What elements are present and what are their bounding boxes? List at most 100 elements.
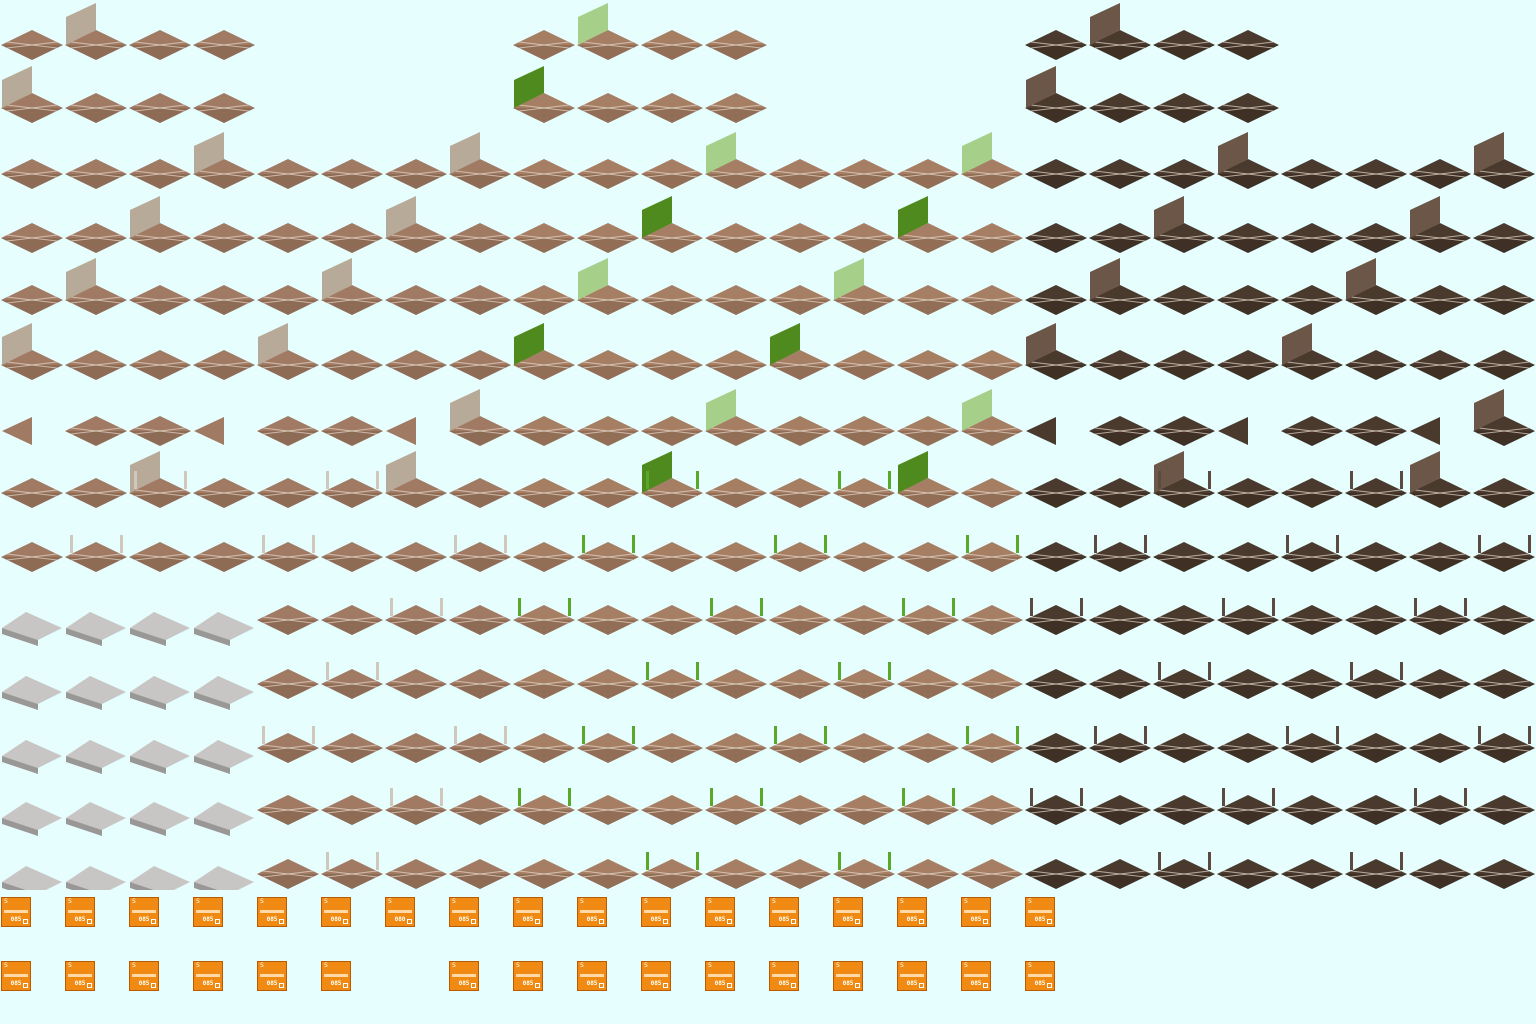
track-icon-button[interactable]: S 085 xyxy=(897,961,927,991)
track-icon-button[interactable]: S 085 xyxy=(961,897,991,927)
track-tile xyxy=(1153,733,1215,763)
track-icon-button[interactable]: S 080 xyxy=(385,897,415,927)
icon-corner-glyph xyxy=(215,919,220,924)
track-tile xyxy=(257,726,319,763)
track-tile xyxy=(2,676,62,710)
track-tile xyxy=(1025,788,1087,825)
icon-header-glyph: S xyxy=(452,898,456,905)
track-icon-button[interactable]: S 085 xyxy=(513,961,543,991)
track-tile xyxy=(897,733,959,763)
icon-header-glyph: S xyxy=(516,962,520,969)
icon-header-glyph: S xyxy=(132,962,136,969)
track-icon-button[interactable]: S 085 xyxy=(129,961,159,991)
track-tile xyxy=(1345,416,1407,446)
track-icon-button[interactable]: S 085 xyxy=(65,897,95,927)
track-icon-button[interactable]: S 085 xyxy=(1,897,31,927)
track-tile xyxy=(1217,669,1279,699)
track-tile xyxy=(130,740,190,774)
track-tile xyxy=(961,223,1023,253)
icon-track-stripe xyxy=(964,974,988,977)
track-icon-button[interactable]: S 085 xyxy=(1025,961,1055,991)
track-tile xyxy=(449,223,511,253)
track-tile xyxy=(769,605,831,635)
track-icon-button[interactable]: S 085 xyxy=(577,897,607,927)
track-icon-button[interactable]: S 085 xyxy=(705,897,735,927)
icon-corner-glyph xyxy=(599,919,604,924)
track-tile xyxy=(193,285,255,315)
track-tile xyxy=(321,350,383,380)
track-icon-button[interactable]: S 085 xyxy=(577,961,607,991)
track-icon-button[interactable]: S 085 xyxy=(833,961,863,991)
track-tile xyxy=(577,859,639,889)
track-icon-button[interactable]: S 085 xyxy=(769,961,799,991)
track-tile xyxy=(449,389,511,446)
track-tile xyxy=(1,478,63,508)
track-tile xyxy=(1409,788,1471,825)
track-tile xyxy=(129,542,191,572)
track-tile xyxy=(2,612,62,646)
track-tile xyxy=(897,598,959,635)
track-tile xyxy=(194,866,254,890)
track-tile xyxy=(1217,350,1279,380)
track-tile xyxy=(705,223,767,253)
track-tile xyxy=(1026,417,1056,445)
track-icon-button[interactable]: S 085 xyxy=(641,961,671,991)
track-tile xyxy=(1217,478,1279,508)
track-tile xyxy=(66,866,126,890)
track-tile xyxy=(130,866,190,890)
track-icon-button[interactable]: S 085 xyxy=(129,897,159,927)
icon-track-stripe xyxy=(836,910,860,913)
track-tile xyxy=(449,669,511,699)
track-tile xyxy=(1345,662,1407,699)
track-tile xyxy=(1473,726,1535,763)
track-icon-button[interactable]: S 085 xyxy=(897,897,927,927)
track-tile xyxy=(1217,733,1279,763)
icon-corner-glyph xyxy=(151,983,156,988)
track-icon-button[interactable]: S 085 xyxy=(257,961,287,991)
track-icon-button[interactable]: S 085 xyxy=(513,897,543,927)
track-tile xyxy=(1409,542,1471,572)
track-tile xyxy=(641,605,703,635)
icon-track-stripe xyxy=(580,910,604,913)
track-icon-button[interactable]: S 085 xyxy=(705,961,735,991)
icon-corner-glyph xyxy=(919,919,924,924)
track-icon-button[interactable]: S 085 xyxy=(1,961,31,991)
track-tile xyxy=(1153,350,1215,380)
track-tile xyxy=(513,598,575,635)
icon-speed-label: 085 xyxy=(970,980,982,987)
icon-speed-label: 085 xyxy=(842,916,854,923)
track-tile xyxy=(769,669,831,699)
track-tile xyxy=(769,535,831,572)
track-icon-button[interactable]: S 085 xyxy=(961,961,991,991)
icon-corner-glyph xyxy=(151,919,156,924)
track-icon-button[interactable]: S 085 xyxy=(449,897,479,927)
track-tile xyxy=(65,3,127,60)
track-icon-button[interactable]: S 085 xyxy=(641,897,671,927)
icon-speed-label: 085 xyxy=(778,916,790,923)
track-tile xyxy=(1281,478,1343,508)
track-icon-button[interactable]: S 085 xyxy=(257,897,287,927)
track-icon-button[interactable]: S 080 xyxy=(321,897,351,927)
track-tile xyxy=(513,478,575,508)
track-icon-button[interactable]: S 085 xyxy=(833,897,863,927)
icon-corner-glyph xyxy=(663,919,668,924)
track-tile xyxy=(1089,3,1151,60)
track-icon-button[interactable]: S 085 xyxy=(321,961,351,991)
track-tile xyxy=(1025,859,1087,889)
track-icon-button[interactable]: S 085 xyxy=(193,961,223,991)
track-tile xyxy=(1089,669,1151,699)
track-icon-button[interactable]: S 085 xyxy=(1025,897,1055,927)
track-icon-button[interactable]: S 085 xyxy=(193,897,223,927)
track-tile xyxy=(577,223,639,253)
track-tile xyxy=(1473,223,1535,253)
track-icon-button[interactable]: S 085 xyxy=(449,961,479,991)
track-icon-button[interactable]: S 085 xyxy=(769,897,799,927)
track-tile xyxy=(1025,542,1087,572)
track-tile xyxy=(769,859,831,889)
track-tile xyxy=(385,350,447,380)
track-icon-button[interactable]: S 085 xyxy=(65,961,95,991)
track-tile xyxy=(897,285,959,315)
icon-corner-glyph xyxy=(87,983,92,988)
track-tile xyxy=(1,66,63,123)
track-tile xyxy=(385,196,447,253)
